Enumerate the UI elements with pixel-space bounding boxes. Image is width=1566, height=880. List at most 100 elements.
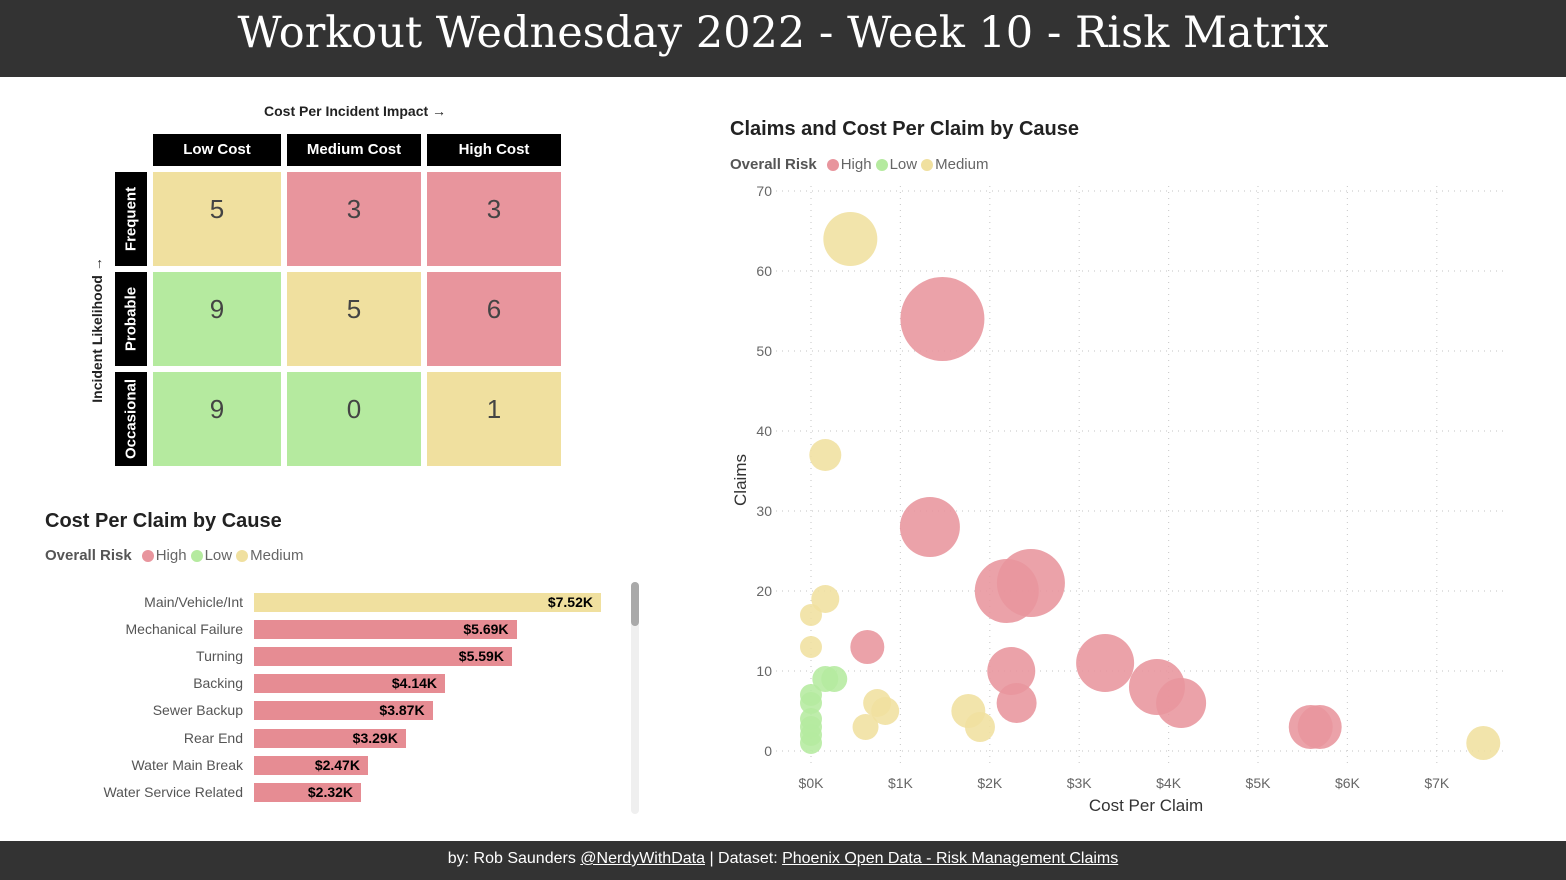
bubble-high[interactable] xyxy=(996,683,1037,723)
legend-item-high[interactable]: High xyxy=(840,156,872,173)
bar-chart-scrollbar-thumb[interactable] xyxy=(631,582,639,626)
bubble-low[interactable] xyxy=(800,732,822,754)
bubble-high[interactable] xyxy=(899,497,960,557)
x-tick-label: $4K xyxy=(1156,775,1182,791)
legend-title: Overall Risk xyxy=(45,547,132,564)
bar[interactable]: $7.52K xyxy=(254,593,601,612)
footer-credit: by: Rob Saunders xyxy=(447,850,581,867)
dataset-link[interactable]: Phoenix Open Data - Risk Management Clai… xyxy=(782,850,1119,867)
page-footer: by: Rob Saunders @NerdyWithData | Datase… xyxy=(0,841,1566,880)
y-tick-label: 30 xyxy=(756,503,772,519)
bubble-medium[interactable] xyxy=(852,714,879,740)
bar-category-label: Main/Vehicle/Int xyxy=(144,594,243,610)
x-tick-label: $7K xyxy=(1424,775,1450,791)
bubble-medium[interactable] xyxy=(811,585,840,613)
bubble-high[interactable] xyxy=(1297,705,1342,749)
bar[interactable]: $5.69K xyxy=(254,620,517,640)
scatter-chart-title: Claims and Cost Per Claim by Cause xyxy=(730,118,1080,140)
column-label: Low Cost xyxy=(183,141,251,158)
bar[interactable]: $5.59K xyxy=(254,647,512,667)
bar-category-label: Water Main Break xyxy=(131,756,243,773)
bar-category-label: Backing xyxy=(193,675,243,692)
x-tick-label: $6K xyxy=(1335,775,1361,791)
bubble-high[interactable] xyxy=(850,630,885,664)
bubble-high[interactable] xyxy=(900,277,985,361)
bar-data-label: $2.32K xyxy=(307,783,354,800)
matrix-cell[interactable]: 6 xyxy=(427,272,561,366)
page-header: Workout Wednesday 2022 - Week 10 - Risk … xyxy=(0,0,1566,77)
y-tick-label: 70 xyxy=(756,183,772,199)
legend-high-dot-icon xyxy=(826,158,839,171)
bubble-low[interactable] xyxy=(800,692,822,714)
bubble-medium[interactable] xyxy=(809,439,842,471)
bar-chart-scrollbar-track[interactable] xyxy=(631,582,639,814)
row-label: Occasional xyxy=(122,378,140,460)
matrix-row-header: Frequent xyxy=(115,172,147,266)
y-axis-title: Claims xyxy=(731,454,750,506)
matrix-y-axis-label: Incident Likelihood → xyxy=(89,257,105,403)
matrix-cell[interactable]: 1 xyxy=(427,372,561,466)
x-tick-label: $0K xyxy=(799,775,825,791)
matrix-column-header: Medium Cost xyxy=(287,134,421,166)
bar-data-label: $3.29K xyxy=(352,729,398,746)
y-tick-label: 10 xyxy=(756,663,772,679)
bar-data-label: $7.52K xyxy=(547,594,593,610)
bubble-medium[interactable] xyxy=(800,604,822,626)
bar-chart-title: Cost Per Claim by Cause xyxy=(45,510,282,532)
x-tick-label: $1K xyxy=(888,775,914,791)
legend-item-high[interactable]: High xyxy=(155,547,187,564)
bar-data-label: $5.69K xyxy=(463,621,509,638)
bubble-high[interactable] xyxy=(996,549,1065,617)
bubble-medium[interactable] xyxy=(1466,726,1501,760)
matrix-cell[interactable]: 9 xyxy=(153,372,281,466)
matrix-cell[interactable]: 5 xyxy=(287,272,421,366)
bar[interactable]: $3.29K xyxy=(254,728,406,748)
footer-separator: | Dataset: xyxy=(705,850,783,867)
y-tick-label: 40 xyxy=(756,423,772,439)
column-label: Medium Cost xyxy=(306,141,402,158)
bubble-high[interactable] xyxy=(1156,678,1207,728)
bubble-low[interactable] xyxy=(821,666,848,692)
legend-item-medium[interactable]: Medium xyxy=(250,547,304,564)
bar-category-label: Mechanical Failure xyxy=(125,621,244,638)
bubble-medium[interactable] xyxy=(823,212,878,266)
matrix-cell[interactable]: 3 xyxy=(287,172,421,266)
legend-item-low[interactable]: Low xyxy=(204,547,233,564)
legend-item-medium[interactable]: Medium xyxy=(935,156,989,173)
matrix-cell[interactable]: 0 xyxy=(287,372,421,466)
legend-low-dot-icon xyxy=(190,549,203,562)
x-tick-label: $5K xyxy=(1246,775,1272,791)
bubble-high[interactable] xyxy=(1076,634,1135,692)
legend-high-dot-icon xyxy=(141,549,154,562)
matrix-cell[interactable]: 9 xyxy=(153,272,281,366)
y-tick-label: 20 xyxy=(756,583,772,599)
bar[interactable]: $2.32K xyxy=(254,782,362,802)
matrix-row-header: Occasional xyxy=(115,372,147,466)
y-tick-label: 0 xyxy=(764,743,772,759)
legend-item-low[interactable]: Low xyxy=(889,156,918,173)
x-tick-label: $2K xyxy=(977,775,1003,791)
legend-medium-dot-icon xyxy=(921,158,934,171)
matrix-cell[interactable]: 5 xyxy=(153,172,281,266)
bar-category-label: Water Service Related xyxy=(103,783,243,800)
bar-data-label: $5.59K xyxy=(458,648,504,665)
bar-category-label: Sewer Backup xyxy=(152,702,243,719)
bubble-medium[interactable] xyxy=(871,697,900,725)
bar-category-label: Rear End xyxy=(183,729,243,746)
bubble-high[interactable] xyxy=(987,647,1036,695)
bar-data-label: $4.14K xyxy=(391,675,438,692)
bubble-medium[interactable] xyxy=(964,712,995,742)
author-link[interactable]: @NerdyWithData xyxy=(580,850,705,867)
bar-category-label: Turning xyxy=(196,648,243,665)
legend-low-dot-icon xyxy=(875,158,888,171)
y-tick-label: 50 xyxy=(756,343,772,359)
bubble-medium[interactable] xyxy=(800,636,822,658)
bar[interactable]: $4.14K xyxy=(254,674,446,694)
bar-chart-legend: Overall Risk High Low Medium xyxy=(45,547,303,564)
matrix-column-header: High Cost xyxy=(427,134,561,166)
matrix-cell[interactable]: 3 xyxy=(427,172,561,266)
bar[interactable]: $2.47K xyxy=(254,755,368,775)
bar-data-label: $2.47K xyxy=(314,756,360,773)
bar[interactable]: $3.87K xyxy=(254,701,433,721)
